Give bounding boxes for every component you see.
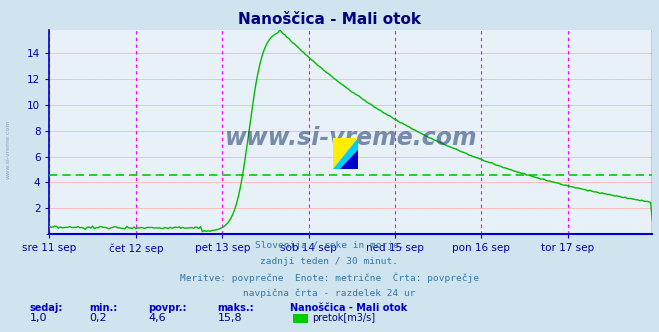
Polygon shape bbox=[333, 138, 358, 169]
Text: www.si-vreme.com: www.si-vreme.com bbox=[225, 126, 477, 150]
Text: sedaj:: sedaj: bbox=[30, 303, 63, 313]
Text: pretok[m3/s]: pretok[m3/s] bbox=[312, 313, 375, 323]
Polygon shape bbox=[340, 150, 358, 169]
Text: Nanoščica - Mali otok: Nanoščica - Mali otok bbox=[238, 12, 421, 27]
Text: 15,8: 15,8 bbox=[217, 313, 242, 323]
Text: Nanoščica - Mali otok: Nanoščica - Mali otok bbox=[290, 303, 407, 313]
Text: maks.:: maks.: bbox=[217, 303, 254, 313]
Text: zadnji teden / 30 minut.: zadnji teden / 30 minut. bbox=[260, 257, 399, 266]
Text: Meritve: povprečne  Enote: metrične  Črta: povprečje: Meritve: povprečne Enote: metrične Črta:… bbox=[180, 273, 479, 283]
Text: Slovenija / reke in morje.: Slovenija / reke in morje. bbox=[255, 241, 404, 250]
Text: 0,2: 0,2 bbox=[89, 313, 107, 323]
Text: min.:: min.: bbox=[89, 303, 117, 313]
Polygon shape bbox=[333, 138, 358, 169]
Text: 4,6: 4,6 bbox=[148, 313, 166, 323]
Text: povpr.:: povpr.: bbox=[148, 303, 186, 313]
Text: navpična črta - razdelek 24 ur: navpična črta - razdelek 24 ur bbox=[243, 289, 416, 298]
Text: www.si-vreme.com: www.si-vreme.com bbox=[5, 120, 11, 179]
Text: 1,0: 1,0 bbox=[30, 313, 47, 323]
